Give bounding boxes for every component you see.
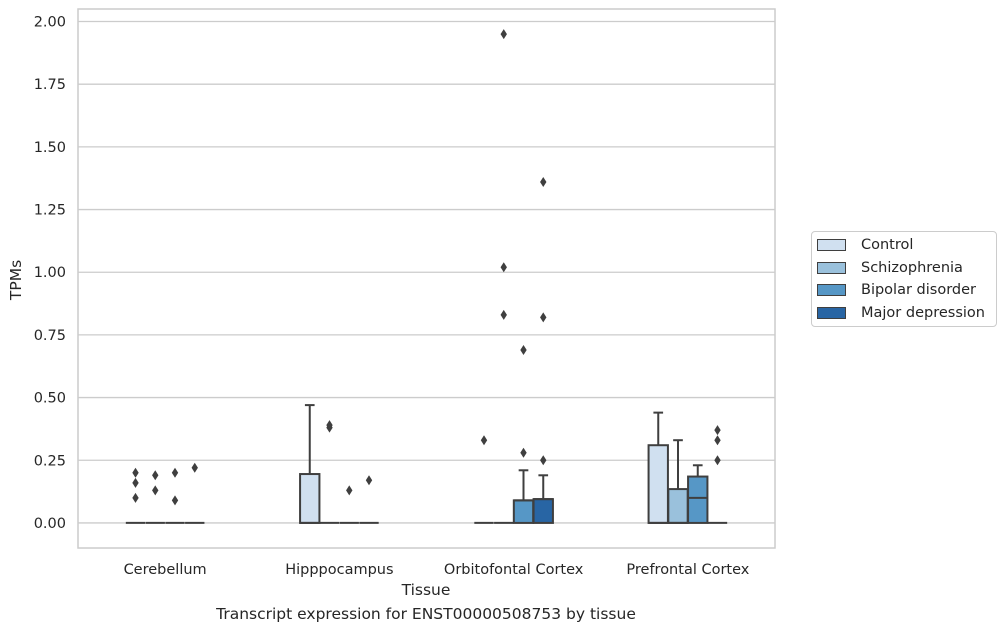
box-schizophrenia xyxy=(145,470,165,524)
outlier-point xyxy=(480,435,488,446)
y-tick-label: 0.50 xyxy=(34,391,66,407)
outlier-point xyxy=(714,455,721,466)
legend-item: Control xyxy=(817,235,913,255)
y-tick-label: 1.25 xyxy=(34,203,66,219)
y-tick-label: 1.00 xyxy=(34,265,66,281)
x-tick-label: Prefrontal Cortex xyxy=(626,562,749,578)
outlier-point xyxy=(326,420,333,431)
box xyxy=(532,498,554,524)
outlier-point xyxy=(132,492,139,503)
y-tick-label: 0.75 xyxy=(34,328,66,344)
outlier-point xyxy=(500,29,507,40)
outlier-point xyxy=(500,262,507,273)
outlier-point xyxy=(500,309,507,320)
box-schizophrenia xyxy=(494,29,514,524)
plot-frame xyxy=(77,8,776,549)
x-tick-labels: Cerebellum Hipppocampus Orbitofontal Corte… xyxy=(124,562,750,578)
outlier-point xyxy=(132,467,139,478)
box-plot-series xyxy=(125,29,728,524)
outlier-point xyxy=(171,467,179,478)
legend-item: Bipolar disorder xyxy=(817,280,976,300)
legend: Control Schizophrenia Bipolar disorder Majo… xyxy=(811,231,997,327)
y-tick-label: 0.00 xyxy=(34,516,66,532)
outlier-point xyxy=(171,495,179,506)
y-tick-label: 1.50 xyxy=(34,140,66,156)
box-control xyxy=(125,467,146,524)
legend-label: Major depression xyxy=(861,304,985,321)
outlier-point xyxy=(520,447,527,458)
box-bipolar-disorder xyxy=(165,467,185,524)
legend-swatch xyxy=(817,306,846,319)
box-major-depression xyxy=(185,462,205,524)
legend-item: Schizophrenia xyxy=(817,258,963,278)
y-tick-labels: 0.00 0.25 0.50 0.75 1.00 1.25 1.50 1.75 2.00 xyxy=(34,15,66,532)
box-control xyxy=(474,435,494,524)
box xyxy=(512,499,535,524)
outlier-point xyxy=(714,425,721,436)
box xyxy=(299,473,321,524)
box-bipolar-disorder xyxy=(339,485,359,524)
outlier-point xyxy=(346,485,353,496)
box-major-depression xyxy=(359,475,379,524)
box-major-depression xyxy=(532,176,554,524)
outlier-point xyxy=(540,176,547,187)
outlier-point xyxy=(132,477,139,488)
outlier-point xyxy=(365,475,373,486)
chart-caption: Transcript expression for ENST0000050875… xyxy=(216,605,636,623)
outlier-point xyxy=(520,344,527,355)
legend-label: Control xyxy=(861,237,914,253)
x-tick-label: Hipppocampus xyxy=(285,562,393,578)
y-gridlines xyxy=(78,20,775,524)
outlier-point xyxy=(152,470,159,481)
outlier-point xyxy=(540,455,547,466)
outlier-point xyxy=(152,485,159,496)
box-control xyxy=(647,411,669,524)
legend-swatch xyxy=(817,261,846,274)
y-axis-label: TPMs xyxy=(7,260,25,301)
x-axis-label: Tissue xyxy=(401,581,451,599)
box-schizophrenia xyxy=(667,439,689,524)
box xyxy=(667,488,689,524)
legend-swatch xyxy=(817,239,846,251)
x-tick-label: Cerebellum xyxy=(124,562,207,578)
y-tick-label: 1.75 xyxy=(34,77,66,93)
box-bipolar-disorder xyxy=(687,464,709,524)
legend-label: Schizophrenia xyxy=(861,259,963,276)
box-control xyxy=(299,404,321,524)
box xyxy=(647,444,669,524)
box-schizophrenia xyxy=(319,420,340,524)
box-major-depression xyxy=(707,425,728,524)
legend-swatch xyxy=(817,284,846,296)
box-bipolar-disorder xyxy=(512,344,535,524)
box xyxy=(687,475,709,524)
legend-item: Major depression xyxy=(817,303,985,323)
outlier-point xyxy=(714,435,721,446)
x-tick-label: Orbitofontal Cortex xyxy=(444,562,584,578)
legend-label: Bipolar disorder xyxy=(861,282,976,298)
outlier-point xyxy=(540,312,547,323)
y-tick-label: 0.25 xyxy=(34,453,66,469)
y-tick-label: 2.00 xyxy=(34,15,66,31)
outlier-point xyxy=(191,462,198,473)
